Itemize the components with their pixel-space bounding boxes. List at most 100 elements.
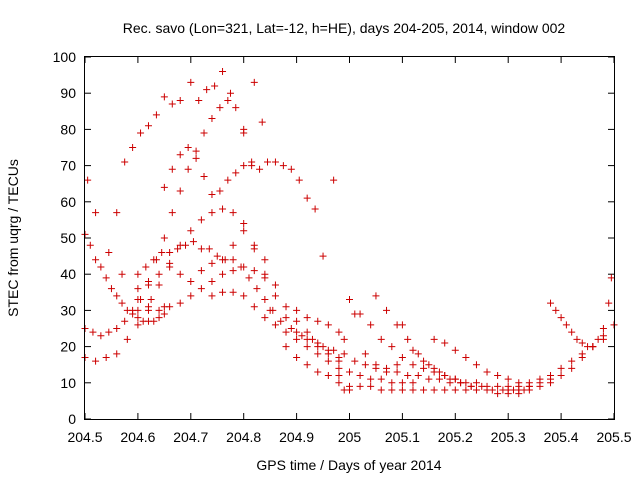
data-point — [197, 245, 205, 253]
data-point — [107, 285, 115, 293]
data-point — [351, 357, 359, 365]
data-point — [271, 281, 279, 289]
data-point — [211, 82, 219, 90]
data-point — [253, 285, 261, 293]
data-point — [197, 267, 205, 275]
data-point — [472, 379, 480, 387]
data-point — [176, 299, 184, 307]
data-point — [425, 361, 433, 369]
data-point — [462, 386, 470, 394]
data-point — [84, 176, 92, 184]
data-point — [435, 375, 443, 383]
data-point — [160, 93, 168, 101]
data-point — [324, 346, 332, 354]
data-point — [346, 296, 353, 304]
data-point — [478, 382, 486, 390]
x-tick-label: 204.7 — [173, 429, 208, 445]
series-sat-h — [160, 144, 327, 260]
data-point — [314, 317, 322, 325]
data-point — [295, 176, 303, 184]
y-tick-label: 20 — [60, 339, 76, 355]
data-point — [335, 372, 343, 380]
data-point — [504, 386, 512, 394]
data-point — [409, 386, 417, 394]
data-point — [504, 375, 512, 383]
data-point — [483, 368, 491, 376]
data-point — [187, 227, 195, 235]
data-point — [258, 118, 266, 126]
plot-frame — [84, 56, 615, 420]
y-tick-label: 30 — [60, 302, 76, 318]
data-point — [229, 288, 237, 296]
data-point — [152, 111, 160, 119]
data-point — [414, 350, 422, 358]
data-point — [155, 306, 163, 314]
data-point — [340, 350, 348, 358]
data-point — [441, 372, 449, 380]
x-tick-label: 205 — [338, 429, 362, 445]
data-point — [372, 292, 380, 300]
data-point — [216, 104, 224, 112]
data-point — [245, 274, 253, 282]
data-point — [176, 151, 184, 159]
data-point — [168, 100, 176, 108]
data-point — [279, 162, 287, 170]
data-point — [383, 306, 391, 314]
data-point — [346, 386, 353, 394]
data-point — [250, 303, 258, 311]
data-point — [195, 96, 203, 104]
data-point — [219, 270, 227, 278]
x-tick-label: 205.5 — [596, 429, 631, 445]
data-point — [409, 361, 417, 369]
data-point — [525, 382, 533, 390]
chart-title: Rec. savo (Lon=321, Lat=-12, h=HE), days… — [123, 20, 566, 36]
data-point — [398, 386, 406, 394]
data-point — [361, 350, 369, 358]
data-point — [203, 86, 211, 94]
data-point — [467, 382, 475, 390]
series-sat-p — [547, 274, 615, 351]
data-point — [409, 346, 417, 354]
data-point — [568, 357, 576, 365]
data-point — [441, 339, 449, 347]
data-point — [377, 335, 385, 343]
data-point — [89, 328, 97, 336]
data-point — [388, 379, 396, 387]
data-point — [293, 353, 301, 361]
data-point — [409, 379, 417, 387]
data-point — [184, 165, 192, 173]
data-point — [144, 306, 152, 314]
data-point — [398, 321, 406, 329]
data-point — [515, 386, 523, 394]
data-point — [261, 274, 269, 282]
data-point — [166, 263, 174, 271]
data-point — [398, 353, 406, 361]
data-point — [420, 364, 428, 372]
data-point — [160, 310, 168, 318]
data-point — [404, 335, 412, 343]
data-point — [303, 194, 311, 202]
series-sat-c — [81, 96, 256, 340]
data-point — [335, 353, 343, 361]
data-point — [168, 209, 176, 217]
series-sat-e — [113, 67, 266, 217]
y-tick-label: 90 — [60, 85, 76, 101]
data-point — [472, 361, 480, 369]
data-point — [420, 357, 428, 365]
data-point — [121, 317, 129, 325]
data-point — [155, 281, 163, 289]
data-point — [155, 314, 163, 322]
data-point — [176, 187, 184, 195]
data-point — [240, 263, 248, 271]
data-point — [92, 209, 100, 217]
data-point — [293, 317, 301, 325]
data-point — [229, 241, 237, 249]
data-point — [303, 361, 311, 369]
data-point — [552, 306, 560, 314]
y-tick-label: 40 — [60, 266, 76, 282]
data-point — [472, 386, 480, 394]
data-point — [256, 165, 264, 173]
data-point — [187, 277, 195, 285]
x-tick-label: 205.2 — [438, 429, 473, 445]
data-point — [200, 129, 208, 137]
